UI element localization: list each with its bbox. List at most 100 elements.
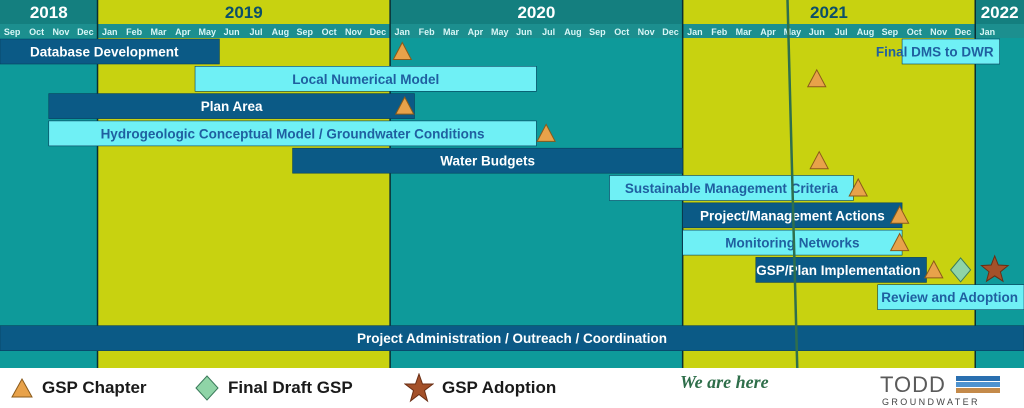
we-are-here-label: We are here [680, 372, 769, 392]
month-label: Feb [419, 27, 436, 37]
month-label: Jun [809, 27, 825, 37]
logo-name: TODD [880, 372, 946, 397]
task-label: Final DMS to DWR [876, 45, 994, 60]
month-label: Dec [370, 27, 387, 37]
month-label: May [491, 27, 509, 37]
legend-label-gsp-chapter: GSP Chapter [42, 378, 147, 397]
we-are-here-line [786, 0, 799, 368]
task-bar [682, 229, 903, 256]
final-draft-gsp-milestone [949, 257, 972, 283]
task-label: Local Numerical Model [292, 72, 439, 87]
month-label: Feb [126, 27, 143, 37]
legend-label-gsp-adoption: GSP Adoption [442, 378, 557, 397]
month-label: Oct [614, 27, 629, 37]
month-label: Apr [760, 27, 776, 37]
legend-gsp-chapter: GSP Chapter [10, 372, 147, 404]
logo-subtitle: GROUNDWATER [882, 397, 980, 407]
month-label: Nov [52, 27, 69, 37]
year-label-2021: 2021 [810, 3, 848, 22]
year-label-2019: 2019 [225, 3, 263, 22]
month-label: Jan [687, 27, 703, 37]
task-label: GSP/Plan Implementation [756, 263, 920, 278]
month-label: Sep [297, 27, 314, 37]
month-strip [0, 24, 1024, 38]
year-label-2022: 2022 [981, 3, 1019, 22]
gsp-chapter-milestone [809, 150, 830, 170]
gsp-adoption-milestone [980, 254, 1010, 283]
task-label: Water Budgets [440, 154, 535, 169]
year-header-band-2018 [0, 0, 98, 24]
todd-groundwater-logo: TODD GROUNDWATER [878, 372, 1018, 407]
month-label: Sep [4, 27, 21, 37]
task-label: Plan Area [201, 99, 263, 114]
month-label: Jan [980, 27, 996, 37]
month-label: Dec [955, 27, 972, 37]
legend-label-final-draft-gsp: Final Draft GSP [228, 378, 353, 397]
month-label: May [198, 27, 216, 37]
task-bar [194, 66, 537, 92]
task-bar [901, 38, 1000, 65]
gsp-chapter-milestone [536, 123, 556, 142]
task-bar [0, 38, 220, 65]
star-icon [404, 373, 434, 403]
month-label: Jul [542, 27, 555, 37]
month-label: Dec [662, 27, 679, 37]
task-bar [48, 120, 537, 147]
month-label: May [784, 27, 802, 37]
month-label: Apr [468, 27, 484, 37]
year-header-band-2021 [682, 0, 976, 24]
month-label: Sep [589, 27, 606, 37]
gsp-chapter-milestone [392, 41, 413, 60]
task-bar [292, 147, 683, 174]
month-label: Jun [516, 27, 532, 37]
month-label: Oct [29, 27, 44, 37]
year-label-2020: 2020 [517, 3, 555, 22]
month-label: Aug [564, 27, 582, 37]
month-label: Dec [77, 27, 94, 37]
month-label: Apr [175, 27, 191, 37]
year-label-2018: 2018 [30, 3, 68, 22]
task-label: Sustainable Management Criteria [625, 181, 839, 196]
task-label: Database Development [30, 45, 179, 60]
year-header-band-2019 [97, 0, 391, 24]
month-label: Jul [249, 27, 262, 37]
task-bar [48, 93, 415, 119]
month-label: Nov [638, 27, 655, 37]
month-label: Mar [150, 27, 167, 37]
gsp-chapter-milestone [889, 232, 910, 252]
month-label: Feb [711, 27, 728, 37]
month-label: Jun [224, 27, 240, 37]
year-header-band-2020 [390, 0, 683, 24]
month-label: Nov [345, 27, 362, 37]
month-label: Sep [882, 27, 899, 37]
month-label: Mar [736, 27, 753, 37]
gsp-chapter-milestone [889, 205, 910, 224]
month-label: Jul [835, 27, 848, 37]
diamond-icon [195, 375, 219, 401]
year-header-band-2022 [975, 0, 1024, 24]
legend-gsp-adoption: GSP Adoption [404, 372, 556, 404]
task-bar [0, 325, 1024, 351]
task-bar [755, 257, 927, 283]
task-label: Project Administration / Outreach / Coor… [357, 331, 667, 346]
month-label: Aug [272, 27, 290, 37]
month-label: Oct [907, 27, 922, 37]
month-label: Aug [857, 27, 875, 37]
gantt-chart: 2018 2019 2020 2021 2022 Sep Oct Nov Dec Jan Feb Ma… [0, 0, 1024, 368]
gsp-chapter-milestone [923, 259, 944, 279]
month-label: Jan [102, 27, 118, 37]
task-label: Hydrogeologic Conceptual Model / Groundw… [101, 126, 485, 141]
gsp-chapter-milestone [806, 68, 827, 88]
task-bar [877, 284, 1024, 311]
month-label: Nov [930, 27, 947, 37]
month-label: Mar [443, 27, 460, 37]
task-label: Review and Adoption [881, 290, 1018, 305]
month-label: Oct [322, 27, 337, 37]
triangle-icon [11, 377, 33, 398]
gsp-chapter-milestone [394, 96, 415, 115]
gsp-chapter-milestone [848, 177, 869, 197]
legend-final-draft-gsp: Final Draft GSP [194, 372, 353, 404]
month-label: Jan [395, 27, 411, 37]
task-label: Monitoring Networks [725, 236, 859, 251]
waves-icon [956, 376, 1000, 393]
